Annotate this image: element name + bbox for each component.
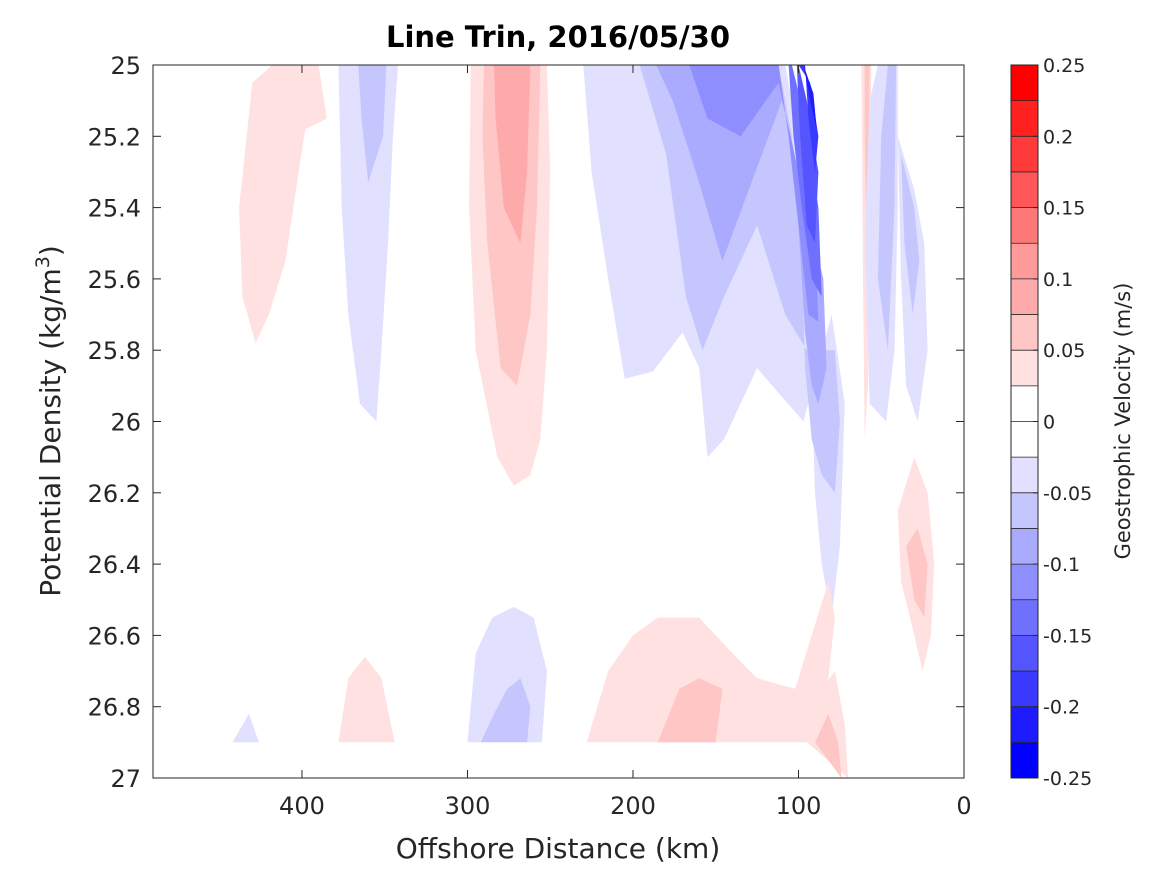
x-tick-label: 200 (610, 792, 656, 820)
colorbar-swatch (1011, 706, 1038, 743)
contour-region-19 (901, 154, 920, 315)
contour-region-5 (494, 65, 531, 244)
contour-region-29 (232, 713, 259, 743)
y-axis-title: Potential Density (kg/m3) (32, 245, 67, 597)
contour-region-1 (338, 65, 398, 422)
colorbar-swatch (1011, 278, 1038, 315)
colorbar-swatch (1011, 564, 1038, 600)
y-tick-label: 25 (110, 52, 141, 80)
contour-region-23 (480, 678, 531, 743)
colorbar-swatch (1011, 171, 1038, 208)
colorbar-swatch (1011, 635, 1038, 672)
y-tick-label: 26.4 (88, 551, 141, 579)
y-tick-label: 25.6 (88, 266, 141, 294)
contour-region-10 (778, 65, 822, 297)
y-tick-label: 26.2 (88, 480, 141, 508)
colorbar-swatch (1011, 65, 1038, 101)
colorbar: 0.25 0.2 0.15 0.1 0.05 0 -0.05 -0.1 -0.15 -0.2 -0.… (1010, 55, 1092, 790)
colorbar-tick-label: 0.05 (1043, 340, 1085, 362)
colorbar-swatch (1011, 314, 1038, 351)
colorbar-tick-label: 0.15 (1043, 198, 1085, 220)
x-tick-label: 100 (776, 792, 822, 820)
contour-region-8 (656, 65, 827, 404)
colorbar-swatch (1011, 457, 1038, 493)
contour-region-0 (239, 65, 327, 344)
colorbar-tick-label: 0.25 (1043, 55, 1085, 77)
colorbar-swatch (1011, 421, 1038, 458)
y-tick-label: 26.6 (88, 622, 141, 650)
colorbar-swatch (1011, 742, 1038, 778)
y-tick-label: 25.2 (88, 123, 141, 151)
colorbar-swatch (1011, 492, 1038, 529)
contour-region-17 (877, 65, 897, 351)
colorbar-swatch (1011, 385, 1038, 422)
colorbar-title: Geostrophic Velocity (m/s) (1111, 283, 1135, 560)
colorbar-tick-label: -0.15 (1043, 625, 1092, 647)
colorbar-swatch (1011, 671, 1038, 707)
y-tick-label: 25.4 (88, 195, 141, 223)
contour-region-28 (338, 656, 395, 743)
colorbar-tick-label: -0.1 (1043, 554, 1080, 576)
contour-region-25 (657, 678, 723, 743)
x-axis: 400 300 200 100 0 (279, 65, 972, 820)
chart-title: Line Trin, 2016/05/30 (386, 20, 730, 54)
colorbar-swatch (1011, 350, 1038, 386)
x-tick-label: 400 (279, 792, 325, 820)
contour-region-2 (358, 65, 387, 183)
x-tick-label: 300 (445, 792, 491, 820)
y-tick-label: 27 (110, 765, 141, 793)
x-axis-title: Offshore Distance (km) (396, 832, 721, 865)
colorbar-swatch (1011, 100, 1038, 137)
y-tick-label: 26.8 (88, 694, 141, 722)
contour-region-7 (639, 65, 840, 493)
colorbar-tick-label: 0 (1043, 412, 1055, 434)
contour-region-27 (815, 713, 842, 778)
contour-region-21 (906, 528, 928, 618)
y-tick-label: 25.8 (88, 337, 141, 365)
y-tick-label: 26 (110, 409, 141, 437)
colorbar-swatch (1011, 599, 1038, 636)
colorbar-tick-label: -0.05 (1043, 483, 1092, 505)
contour-region-9 (689, 65, 819, 322)
colorbar-swatch (1011, 528, 1038, 565)
colorbar-tick-label: -0.2 (1043, 697, 1080, 719)
colorbar-swatch (1011, 243, 1038, 279)
contour-region-15 (864, 65, 870, 244)
contour-region-12 (798, 65, 819, 172)
contour-region-24 (586, 581, 835, 743)
colorbar-swatch (1011, 136, 1038, 172)
x-tick-label: 0 (956, 792, 971, 820)
contour-fill-layer (232, 65, 935, 778)
contour-region-11 (788, 65, 819, 244)
colorbar-tick-label: 0.2 (1043, 126, 1073, 148)
contour-region-13 (803, 65, 817, 130)
y-axis: 25 25.2 25.4 25.6 25.8 26 26.2 26.4 26.6 26.8 27 (88, 52, 964, 793)
colorbar-tick-label: 0.1 (1043, 269, 1073, 291)
colorbar-tick-label: -0.25 (1043, 768, 1092, 790)
colorbar-swatch (1011, 207, 1038, 244)
